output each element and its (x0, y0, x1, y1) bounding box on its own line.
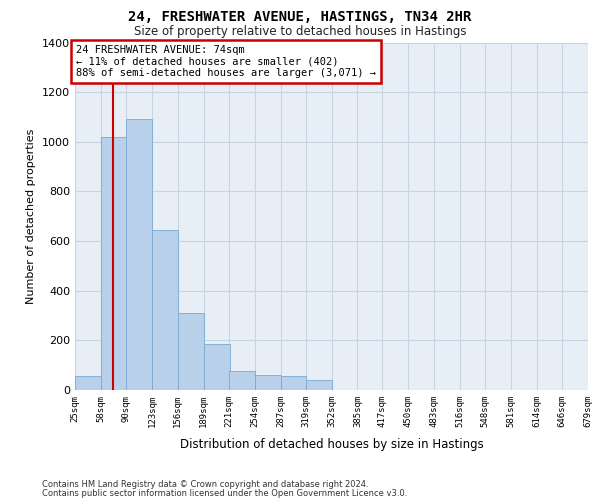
Bar (229, 372, 254, 390)
Text: Contains public sector information licensed under the Open Government Licence v3: Contains public sector information licen… (42, 490, 407, 498)
Text: 24, FRESHWATER AVENUE, HASTINGS, TN34 2HR: 24, FRESHWATER AVENUE, HASTINGS, TN34 2H… (128, 10, 472, 24)
Text: Contains HM Land Registry data © Crown copyright and database right 2024.: Contains HM Land Registry data © Crown c… (42, 480, 368, 489)
Bar (281, 376, 307, 390)
Y-axis label: Number of detached properties: Number of detached properties (26, 128, 37, 304)
Bar (101, 137, 127, 390)
Bar (254, 375, 281, 390)
Bar (305, 380, 331, 390)
Bar (152, 230, 178, 390)
Text: Size of property relative to detached houses in Hastings: Size of property relative to detached ho… (134, 25, 466, 38)
Text: 24 FRESHWATER AVENUE: 74sqm
← 11% of detached houses are smaller (402)
88% of se: 24 FRESHWATER AVENUE: 74sqm ← 11% of det… (76, 45, 376, 78)
Bar (75, 376, 101, 390)
X-axis label: Distribution of detached houses by size in Hastings: Distribution of detached houses by size … (179, 438, 484, 451)
Bar (203, 344, 230, 390)
Bar (178, 313, 203, 390)
Bar (126, 120, 152, 390)
